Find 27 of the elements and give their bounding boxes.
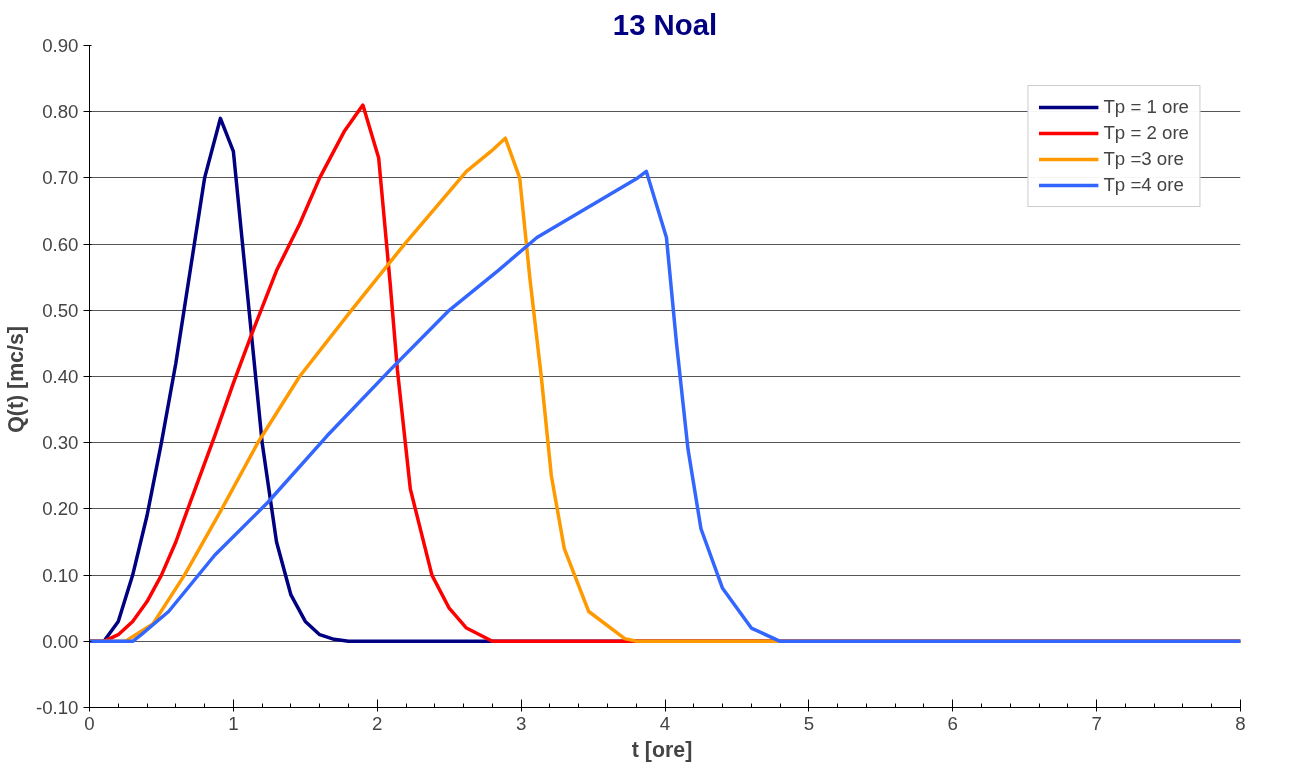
y-tick-label: 0.90 (42, 35, 79, 56)
x-tick-label: 0 (84, 712, 95, 734)
y-tick-label: 0.20 (42, 498, 79, 520)
y-tick-label: 0.30 (42, 432, 79, 454)
legend-label: Tp = 1 ore (1103, 96, 1189, 118)
legend-label: Tp =3 ore (1103, 148, 1184, 170)
y-tick-label: 0.70 (42, 167, 79, 189)
y-tick-label: 0.80 (42, 101, 79, 123)
y-tick-label: -0.10 (35, 697, 79, 718)
x-tick-label: 1 (228, 712, 239, 734)
chart-title: 13 Noal (612, 7, 718, 41)
legend-label: Tp = 2 ore (1103, 122, 1189, 144)
y-tick-label: 0.00 (42, 630, 79, 652)
x-tick-label: 6 (947, 712, 958, 734)
x-tick-label: 8 (1235, 712, 1246, 734)
y-tick-label: 0.10 (42, 564, 79, 586)
x-tick-label: 2 (372, 712, 383, 734)
y-tick-label: 0.40 (42, 366, 79, 387)
x-tick-label: 5 (803, 712, 815, 734)
x-axis-title: t [ore] (631, 737, 693, 762)
x-tick-label: 7 (1091, 712, 1102, 734)
y-tick-label: 0.50 (42, 299, 79, 321)
x-tick-label: 4 (659, 712, 671, 734)
y-tick-label: 0.60 (42, 233, 79, 255)
legend-label: Tp =4 ore (1103, 174, 1184, 196)
y-axis-title: Q(t) [mc/s] (3, 326, 28, 433)
x-tick-label: 3 (515, 712, 527, 734)
